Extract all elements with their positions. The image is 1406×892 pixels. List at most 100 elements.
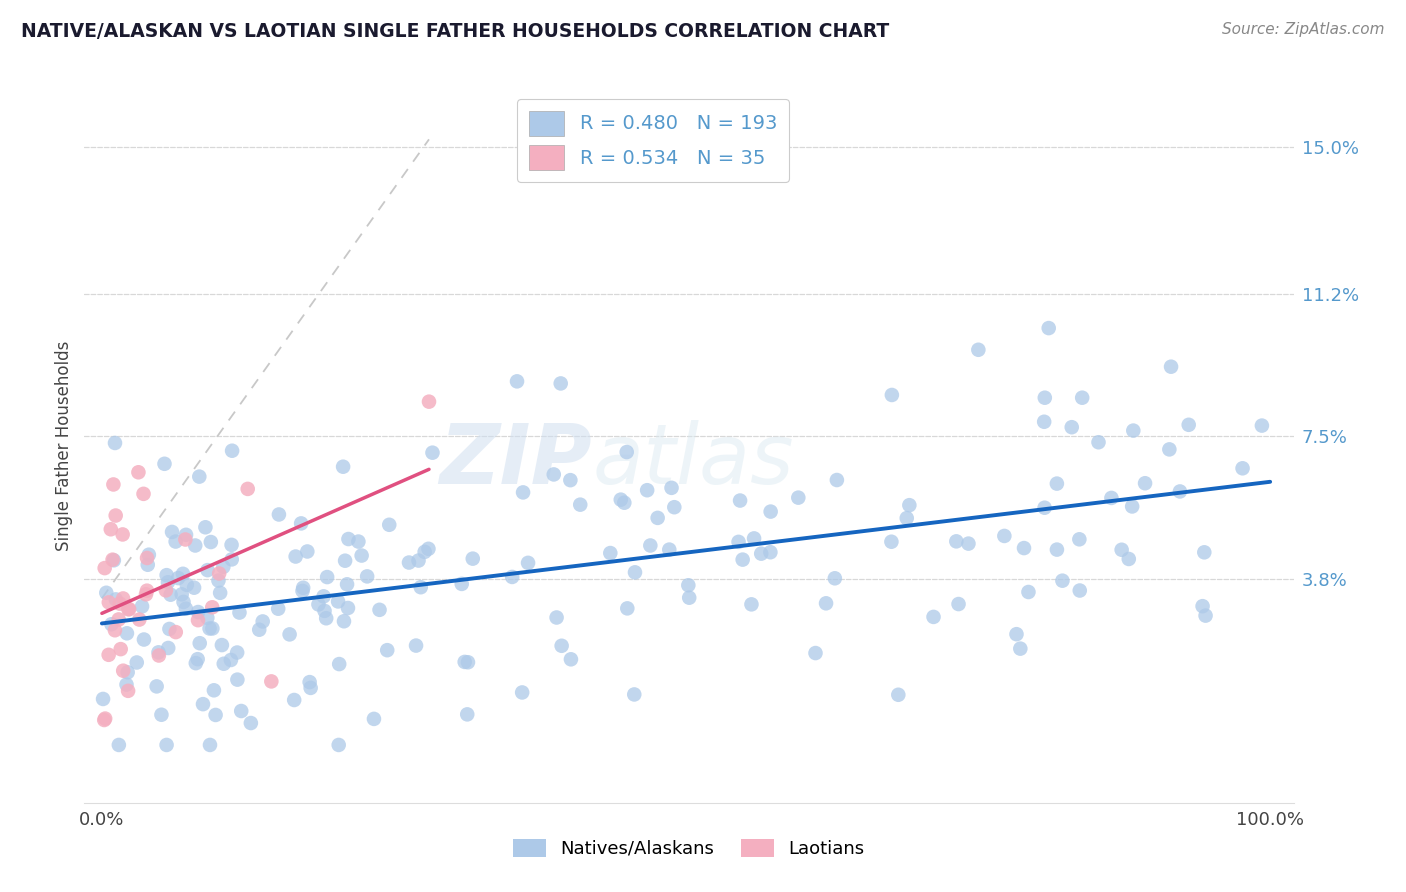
Point	[148, 648, 170, 663]
Point	[207, 574, 229, 588]
Point	[138, 548, 160, 562]
Point	[155, 583, 177, 598]
Point	[104, 508, 127, 523]
Point	[221, 552, 243, 566]
Point	[418, 541, 440, 556]
Point	[153, 457, 176, 471]
Point	[922, 610, 945, 624]
Point	[422, 445, 444, 459]
Point	[640, 539, 662, 553]
Point	[993, 529, 1015, 543]
Point	[204, 708, 226, 723]
Point	[759, 545, 782, 559]
Point	[749, 547, 772, 561]
Point	[145, 679, 167, 693]
Point	[1194, 608, 1216, 623]
Point	[1071, 391, 1094, 405]
Point	[1017, 585, 1039, 599]
Point	[156, 575, 179, 590]
Point	[208, 566, 231, 581]
Point	[945, 534, 967, 549]
Point	[880, 534, 903, 549]
Point	[283, 693, 305, 707]
Point	[188, 469, 211, 483]
Point	[1159, 442, 1181, 457]
Point	[616, 445, 638, 459]
Point	[948, 597, 970, 611]
Point	[787, 491, 810, 505]
Point	[157, 622, 180, 636]
Point	[136, 551, 159, 566]
Point	[1038, 321, 1060, 335]
Point	[316, 570, 339, 584]
Point	[284, 549, 307, 564]
Point	[880, 388, 903, 402]
Text: ZIP: ZIP	[440, 420, 592, 500]
Point	[194, 520, 217, 534]
Point	[512, 485, 534, 500]
Point	[610, 492, 633, 507]
Point	[1052, 574, 1074, 588]
Point	[957, 536, 980, 550]
Point	[454, 655, 477, 669]
Point	[157, 640, 180, 655]
Point	[759, 505, 782, 519]
Point	[375, 643, 398, 657]
Point	[661, 481, 683, 495]
Point	[148, 645, 170, 659]
Point	[132, 487, 155, 501]
Point	[221, 443, 243, 458]
Point	[506, 375, 529, 389]
Point	[115, 626, 138, 640]
Point	[398, 556, 420, 570]
Point	[183, 581, 205, 595]
Point	[127, 465, 149, 479]
Point	[156, 568, 179, 582]
Point	[418, 394, 440, 409]
Point	[405, 639, 427, 653]
Point	[132, 632, 155, 647]
Point	[228, 606, 250, 620]
Point	[1012, 541, 1035, 555]
Point	[165, 625, 187, 640]
Point	[332, 459, 354, 474]
Point	[1168, 484, 1191, 499]
Point	[111, 527, 134, 541]
Point	[103, 477, 125, 491]
Point	[678, 591, 700, 605]
Point	[898, 498, 921, 512]
Point	[94, 712, 117, 726]
Point	[117, 602, 139, 616]
Point	[510, 685, 533, 699]
Point	[824, 571, 846, 585]
Point	[413, 545, 436, 559]
Point	[740, 598, 762, 612]
Point	[188, 636, 211, 650]
Point	[226, 646, 249, 660]
Point	[174, 528, 197, 542]
Point	[290, 516, 312, 531]
Point	[125, 656, 148, 670]
Point	[1099, 491, 1122, 505]
Point	[103, 553, 125, 567]
Point	[347, 534, 370, 549]
Point	[409, 580, 432, 594]
Point	[252, 615, 274, 629]
Point	[107, 612, 129, 626]
Point	[1069, 583, 1091, 598]
Point	[155, 738, 177, 752]
Point	[624, 566, 647, 580]
Point	[128, 613, 150, 627]
Point	[560, 473, 582, 487]
Point	[200, 535, 222, 549]
Point	[312, 590, 335, 604]
Point	[115, 677, 138, 691]
Point	[201, 600, 224, 615]
Point	[1069, 533, 1091, 547]
Point	[457, 655, 479, 669]
Point	[456, 707, 478, 722]
Point	[173, 595, 195, 609]
Point	[191, 697, 214, 711]
Point	[350, 549, 373, 563]
Point	[292, 581, 315, 595]
